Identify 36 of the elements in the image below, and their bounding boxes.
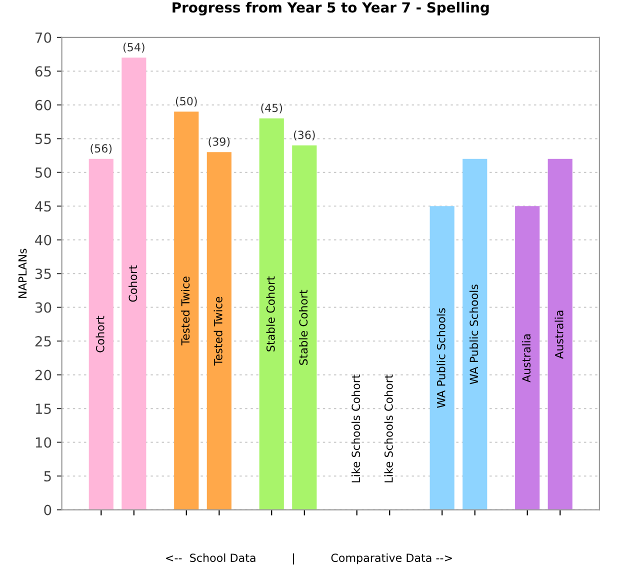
annotation: (45) (261, 104, 282, 114)
x-tick-label: Australia (554, 310, 564, 359)
y-tick-label: 65 (35, 66, 51, 77)
y-tick-label: 45 (35, 201, 51, 212)
x-tick-label: WA Public Schools (436, 308, 446, 408)
y-tick-label: 70 (36, 32, 52, 43)
y-axis-title: NAPLANs (18, 248, 27, 298)
x-tick-label: Australia (522, 334, 531, 382)
x-tick-label: WA Public Schools (470, 284, 478, 384)
y-tick-label: 50 (35, 167, 52, 178)
x-tick-label: Stable Cohort (299, 290, 308, 365)
annotation: (56) (90, 144, 112, 154)
x-tick-label: Tested Twice (181, 276, 190, 346)
text: <-- School Data | Comparative Data --> (166, 553, 452, 564)
x-tick-label: Like Schools Cohort (384, 374, 393, 482)
y-tick-label: 30 (35, 302, 52, 313)
y-tick-label: 40 (35, 234, 52, 246)
y-tick-label: 5 (44, 471, 51, 482)
annotation: (36) (294, 130, 315, 140)
annotation: (39) (208, 137, 230, 148)
x-tick-label: Cohort (96, 316, 104, 352)
y-tick-label: 35 (35, 268, 51, 280)
y-tick-label: 0 (44, 504, 52, 516)
x-tick-label: Tested Twice (214, 296, 222, 366)
y-tick-label: 60 (35, 100, 52, 110)
annotation: (50) (176, 96, 197, 107)
y-tick-label: 10 (36, 437, 52, 448)
chart-title: Progress from Year 5 to Year 7 - Spelling (172, 2, 489, 16)
y-tick-label: 25 (35, 336, 51, 347)
x-tick-label: Cohort (128, 265, 138, 302)
y-tick-label: 20 (35, 370, 52, 380)
x-tick-label: Like Schools Cohort (351, 374, 360, 482)
y-tick-label: 55 (35, 134, 51, 144)
y-tick-label: 15 (36, 404, 51, 414)
x-tick-label: Stable Cohort (266, 276, 275, 352)
annotation: (54) (123, 42, 144, 53)
